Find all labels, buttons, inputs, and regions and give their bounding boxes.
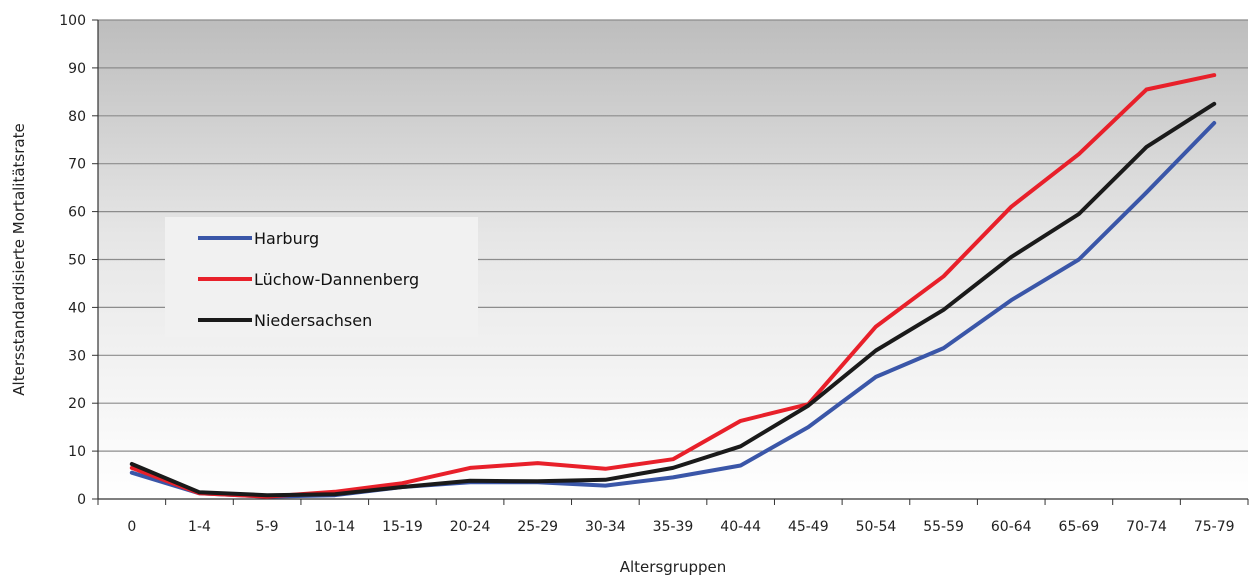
data-point [806,425,810,429]
y-axis-ticks: 0 10 20 30 40 50 60 70 80 90 100 [59,13,98,508]
y-tick-label: 30 [68,348,86,364]
data-point [942,274,946,278]
data-point [1009,255,1013,259]
data-point [197,490,201,494]
x-axis-ticks: 0 1-4 5-9 10-14 15-19 20-24 25-29 30-34 35-39 40-… [97,499,1249,535]
x-tick-label: 70-74 [1126,519,1167,535]
y-tick-label: 40 [68,300,86,316]
data-point [1077,212,1081,216]
data-point [942,308,946,312]
data-point [265,493,269,497]
legend-label: Niedersachsen [254,311,372,330]
x-tick-label: 60-64 [991,519,1032,535]
legend-label: Lüchow-Dannenberg [254,270,419,289]
data-point [468,466,472,470]
legend: Harburg Lüchow-Dannenberg Niedersachsen [165,217,478,337]
y-tick-label: 70 [68,157,86,173]
data-point [1212,102,1216,106]
data-point [603,467,607,471]
x-tick-label: 20-24 [450,519,491,535]
data-point [1077,258,1081,261]
data-point [739,463,743,467]
x-tick-label: 50-54 [856,519,897,535]
data-point [874,325,878,329]
x-tick-label: 75-79 [1194,519,1235,535]
y-tick-label: 60 [68,205,86,221]
x-tick-label: 1-4 [188,519,211,535]
data-point [400,485,404,489]
y-tick-label: 10 [68,444,86,460]
data-point [739,444,743,448]
x-tick-label: 30-34 [585,519,626,535]
data-point [130,471,134,475]
y-axis-title: Altersstandardisierte Mortalitätsrate [10,123,28,395]
x-tick-label: 45-49 [788,519,829,535]
data-point [671,466,675,470]
x-tick-label: 55-59 [923,519,964,535]
data-point [468,479,472,483]
data-point [942,346,946,350]
data-point [671,457,675,461]
x-axis-title: Altersgruppen [620,558,727,576]
data-point [1009,205,1013,209]
data-point [536,479,540,483]
data-point [130,466,134,470]
data-point [130,462,134,466]
data-point [603,478,607,482]
x-tick-label: 25-29 [517,519,558,535]
data-point [1009,298,1013,302]
data-point [739,419,743,423]
data-point [874,375,878,379]
y-tick-label: 100 [59,13,86,29]
series-lines [129,73,1217,499]
data-point [806,404,810,408]
y-tick-label: 20 [68,396,86,412]
legend-label: Harburg [254,229,319,248]
x-tick-label: 0 [127,519,136,535]
data-point [1212,121,1216,125]
data-point [1212,73,1216,77]
y-tick-label: 0 [77,492,86,508]
data-point [536,461,540,465]
y-tick-label: 90 [68,61,86,77]
gridlines [98,19,1248,452]
data-point [1145,87,1149,91]
data-point [1145,190,1149,194]
x-tick-label: 35-39 [653,519,694,535]
data-point [874,349,878,353]
x-tick-label: 15-19 [382,519,423,535]
data-point [1145,145,1149,149]
data-point [1077,152,1081,156]
x-tick-label: 65-69 [1059,519,1100,535]
y-tick-label: 50 [68,253,86,269]
x-tick-label: 10-14 [314,519,355,535]
x-tick-label: 40-44 [720,519,761,535]
y-tick-label: 80 [68,109,86,125]
data-point [333,492,337,496]
data-point [400,481,404,485]
x-tick-label: 5-9 [256,519,279,535]
data-point [603,484,607,488]
data-point [671,475,675,479]
